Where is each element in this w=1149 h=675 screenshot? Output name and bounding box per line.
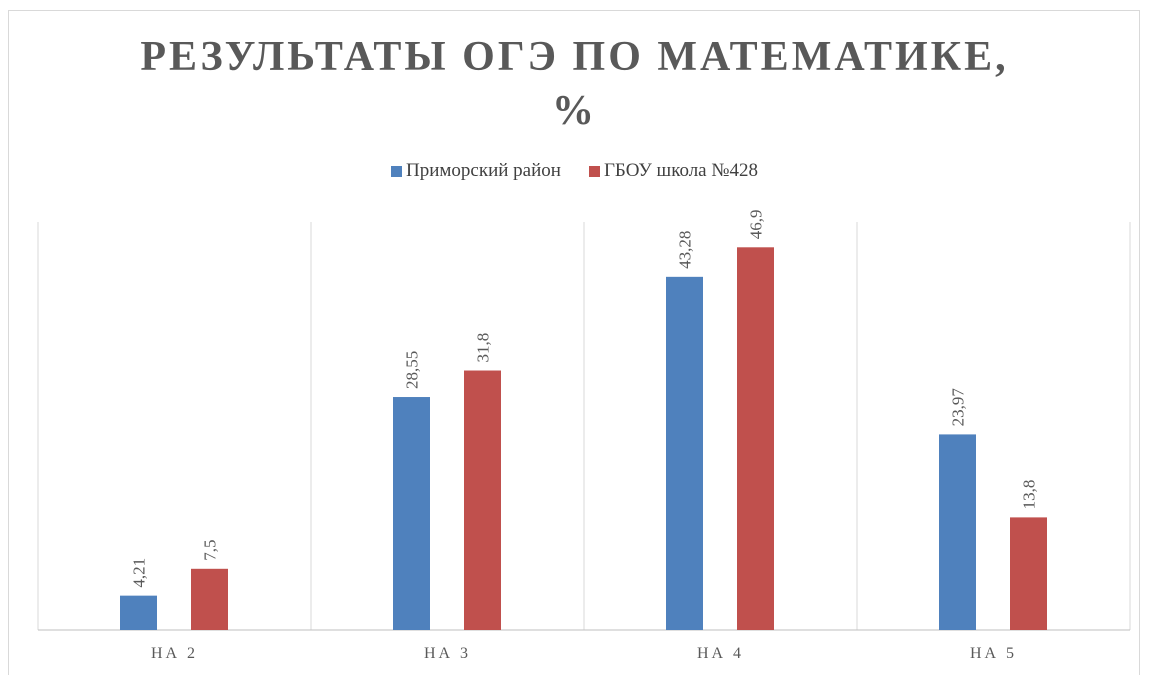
data-label: 13,8 — [1020, 480, 1039, 510]
bar — [939, 434, 976, 630]
data-label: 43,28 — [676, 231, 695, 269]
data-label: 23,97 — [949, 388, 968, 427]
legend-label: Приморский район — [406, 160, 561, 181]
data-label: 46,9 — [747, 210, 766, 240]
legend-swatch — [588, 165, 600, 177]
legend-item: ГБОУ школа №428 — [588, 160, 758, 182]
bar — [464, 370, 501, 630]
bar — [666, 276, 703, 630]
chart-frame — [8, 10, 1140, 675]
bar — [737, 247, 774, 630]
legend-swatch — [391, 165, 402, 177]
data-label: 7,5 — [201, 540, 220, 561]
legend: Приморский район ГБОУ школа №428 — [0, 160, 1149, 182]
x-tick-label: НА 3 — [424, 645, 471, 662]
x-tick-label: НА 5 — [970, 645, 1017, 662]
x-tick-label: НА 4 — [697, 645, 744, 662]
data-label: 28,55 — [403, 351, 422, 389]
legend-item: Приморский район — [391, 160, 561, 182]
bar — [393, 397, 430, 630]
chart-title: РЕЗУЛЬТАТЫ ОГЭ ПО МАТЕМАТИКЕ, % — [140, 34, 1009, 134]
data-label: 31,8 — [474, 333, 493, 363]
bar — [120, 595, 157, 630]
legend-label: ГБОУ школа №428 — [603, 160, 758, 181]
bar — [1010, 517, 1047, 630]
x-tick-label: НА 2 — [151, 645, 198, 662]
bar — [191, 568, 228, 630]
data-label: 4,21 — [130, 558, 149, 588]
